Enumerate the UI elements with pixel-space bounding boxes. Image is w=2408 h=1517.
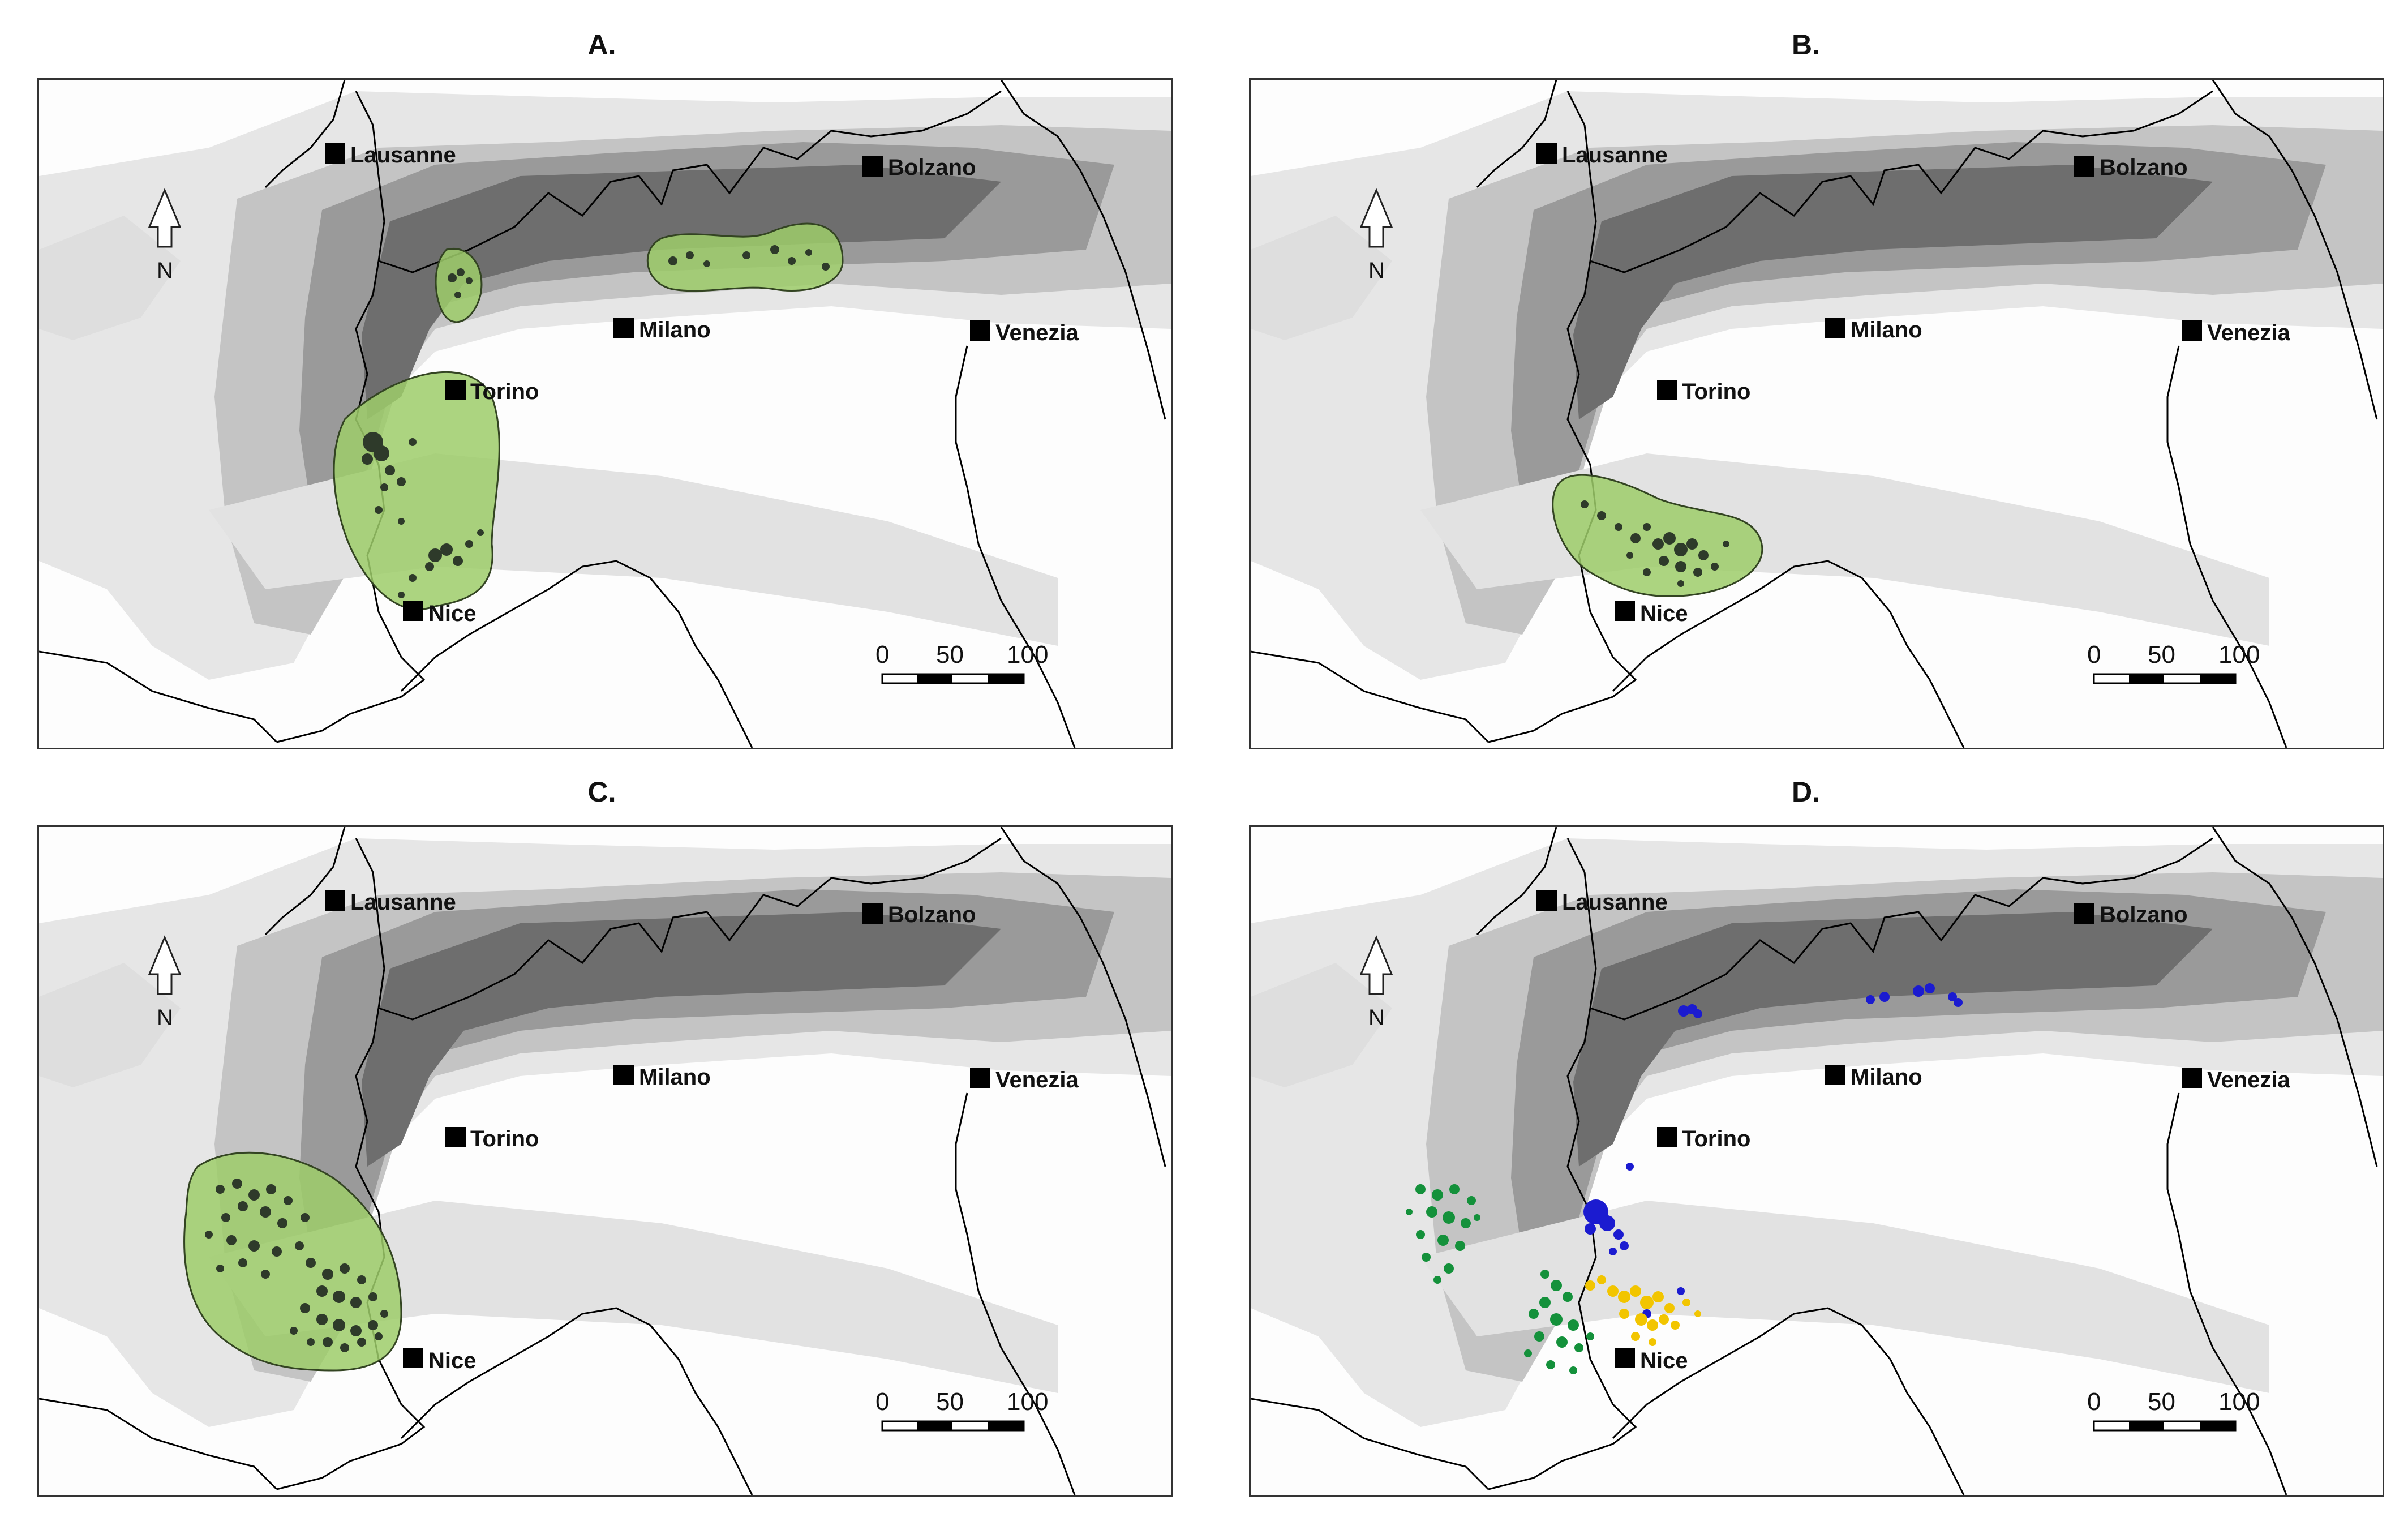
cluster-yellow-points — [1585, 1275, 1701, 1346]
city-label-milano: Milano — [1851, 318, 1922, 342]
cluster-blue-points — [1583, 983, 1963, 1318]
city-label-nice: Nice — [1640, 1348, 1688, 1373]
city-label-torino: Torino — [470, 379, 539, 404]
panel-title: C. — [587, 776, 616, 808]
cluster-green-points — [1406, 1184, 1594, 1374]
borders — [39, 80, 1166, 748]
city-label-torino: Torino — [1682, 1126, 1750, 1151]
city-markers — [325, 890, 990, 1368]
city-label-lausanne: Lausanne — [350, 143, 456, 168]
scale-tick-label: 50 — [936, 1388, 964, 1416]
occurrence-points — [205, 1179, 388, 1352]
terrain-layer — [39, 838, 1171, 1427]
scale-bar: 0 50 100 — [2087, 1388, 2260, 1432]
scale-tick-label: 100 — [1007, 1388, 1048, 1416]
city-label-nice: Nice — [1640, 601, 1688, 626]
panel-b: B. — [1204, 0, 2408, 758]
city-label-lausanne: Lausanne — [1562, 890, 1668, 915]
city-label-bolzano: Bolzano — [2100, 155, 2188, 180]
map-svg: Lausanne Bolzano Milano Venezia Torino N… — [39, 80, 1171, 748]
north-arrow: N — [1359, 188, 1393, 283]
map-svg: Lausanne Bolzano Milano Venezia Torino N… — [1251, 80, 2383, 748]
occurrence-points — [1581, 500, 1729, 587]
map-frame: Lausanne Bolzano Milano Venezia Torino N… — [1249, 78, 2384, 749]
scale-bar: 0 50 100 — [875, 1388, 1048, 1432]
panel-a: A. — [0, 0, 1204, 758]
scale-tick-label: 50 — [2148, 641, 2175, 668]
borders — [39, 827, 1166, 1495]
north-label: N — [1368, 258, 1385, 283]
city-label-venezia: Venezia — [995, 1068, 1079, 1092]
scale-tick-label: 50 — [936, 641, 964, 668]
scale-tick-label: 50 — [2148, 1388, 2175, 1416]
scale-tick-label: 0 — [2087, 1388, 2101, 1416]
panel-c: C. — [0, 758, 1204, 1517]
scale-tick-label: 0 — [2087, 641, 2101, 668]
north-label: N — [157, 1005, 173, 1030]
city-label-bolzano: Bolzano — [888, 155, 976, 180]
scale-tick-label: 100 — [2218, 1388, 2260, 1416]
map-frame: Lausanne Bolzano Milano Venezia Torino N… — [37, 78, 1173, 749]
map-frame: Lausanne Bolzano Milano Venezia Torino N… — [1249, 825, 2384, 1497]
city-markers — [325, 143, 990, 621]
city-label-milano: Milano — [639, 1065, 711, 1090]
north-label: N — [1368, 1005, 1385, 1030]
panel-title: A. — [587, 29, 616, 61]
scale-tick-label: 100 — [2218, 641, 2260, 668]
north-arrow: N — [148, 188, 182, 283]
city-label-milano: Milano — [639, 318, 711, 342]
city-labels: Lausanne Bolzano Milano Venezia Torino N… — [350, 890, 1079, 1373]
range-polygons — [1552, 474, 1763, 598]
city-label-nice: Nice — [428, 1348, 477, 1373]
city-label-venezia: Venezia — [2207, 320, 2291, 345]
scale-bar: 0 50 100 — [875, 641, 1048, 684]
map-svg: Lausanne Bolzano Milano Venezia Torino N… — [39, 827, 1171, 1495]
city-label-torino: Torino — [470, 1126, 539, 1151]
scale-bar: 0 50 100 — [2087, 641, 2260, 684]
borders — [1251, 80, 2378, 748]
city-label-nice: Nice — [428, 601, 477, 626]
north-arrow: N — [1359, 935, 1393, 1030]
city-labels: Lausanne Bolzano Milano Venezia Torino N… — [1562, 143, 2291, 626]
north-label: N — [157, 258, 173, 283]
scale-tick-label: 0 — [875, 1388, 889, 1416]
city-labels: Lausanne Bolzano Milano Venezia Torino N… — [350, 143, 1079, 626]
map-frame: Lausanne Bolzano Milano Venezia Torino N… — [37, 825, 1173, 1497]
city-label-lausanne: Lausanne — [350, 890, 456, 915]
panel-d: D. — [1204, 758, 2408, 1517]
terrain-layer — [1251, 838, 2383, 1427]
panel-title: D. — [1792, 776, 1820, 808]
city-label-venezia: Venezia — [995, 320, 1079, 345]
occurrence-points — [362, 245, 830, 598]
map-svg: Lausanne Bolzano Milano Venezia Torino N… — [1251, 827, 2383, 1495]
city-label-torino: Torino — [1682, 379, 1750, 404]
north-arrow: N — [148, 935, 182, 1030]
terrain-layer — [1251, 91, 2383, 680]
city-markers — [1536, 890, 2202, 1368]
scale-tick-label: 100 — [1007, 641, 1048, 668]
terrain-layer — [39, 91, 1171, 680]
city-label-lausanne: Lausanne — [1562, 143, 1668, 168]
city-label-venezia: Venezia — [2207, 1068, 2291, 1092]
city-label-bolzano: Bolzano — [888, 902, 976, 927]
scale-tick-label: 0 — [875, 641, 889, 668]
city-label-milano: Milano — [1851, 1065, 1922, 1090]
panel-title: B. — [1792, 29, 1820, 61]
city-labels: Lausanne Bolzano Milano Venezia Torino N… — [1562, 890, 2291, 1373]
city-markers — [1536, 143, 2202, 621]
city-label-bolzano: Bolzano — [2100, 902, 2188, 927]
